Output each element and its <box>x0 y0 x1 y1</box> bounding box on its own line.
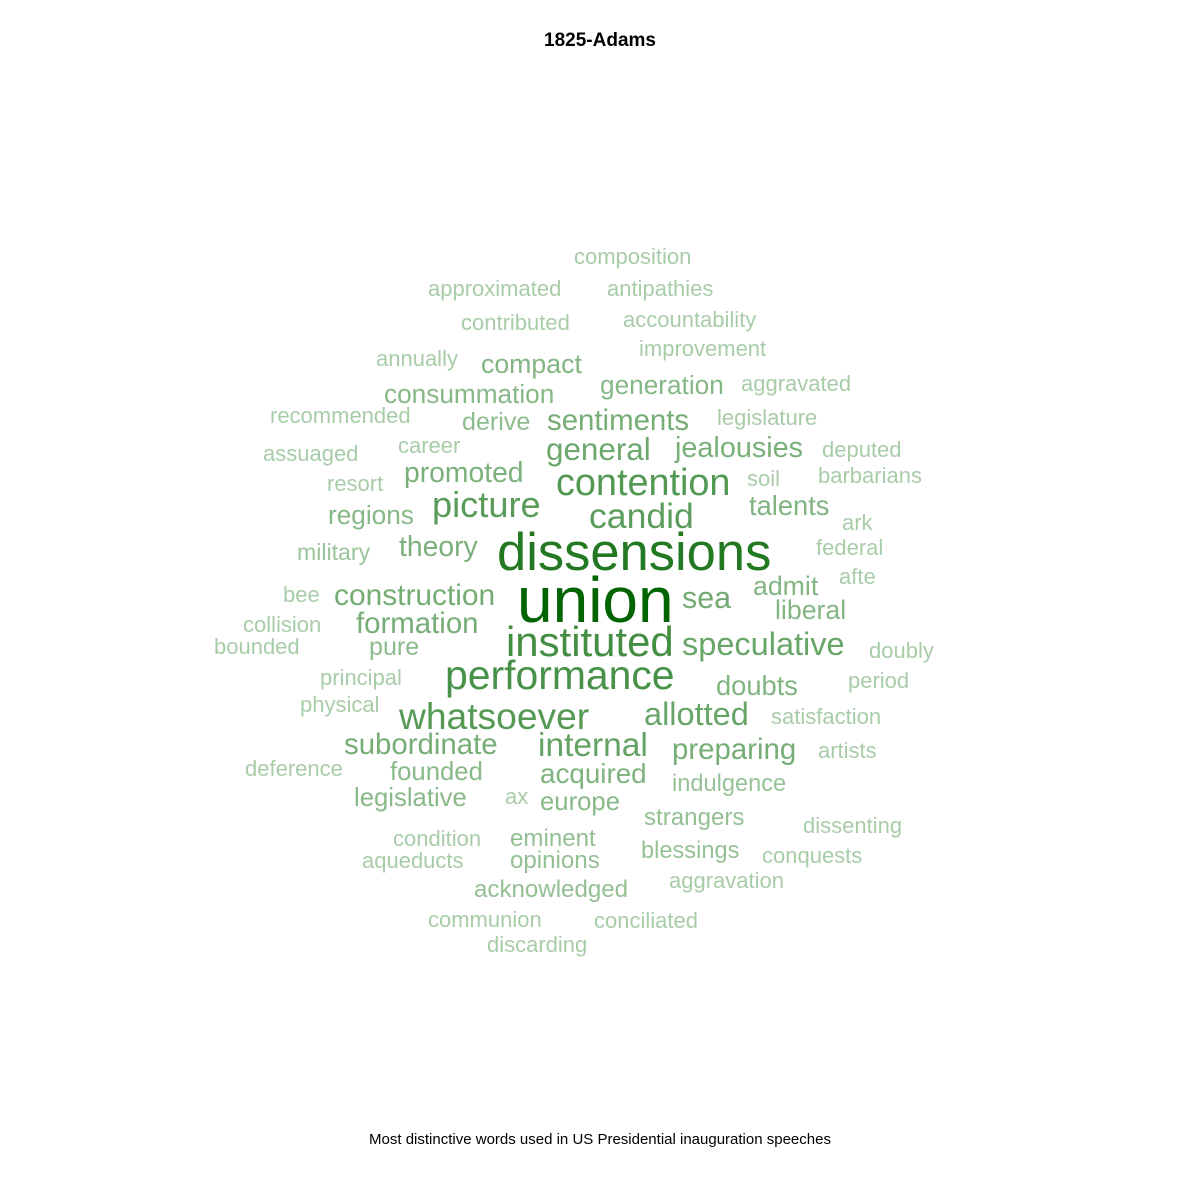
word-federal: federal <box>816 534 884 560</box>
word-construction: construction <box>334 578 496 612</box>
word-physical: physical <box>300 691 380 717</box>
word-talents: talents <box>749 490 830 521</box>
word-union: union <box>517 563 674 636</box>
word-annually: annually <box>376 345 458 371</box>
word-promoted: promoted <box>404 456 524 489</box>
word-legislature: legislature <box>717 404 818 430</box>
word-derive: derive <box>462 408 531 437</box>
word-assuaged: assuaged <box>263 440 359 466</box>
word-bee: bee <box>283 581 320 607</box>
word-resort: resort <box>327 470 384 496</box>
word-principal: principal <box>320 664 402 690</box>
word-soil: soil <box>747 465 781 491</box>
word-period: period <box>848 667 910 693</box>
word-acknowledged: acknowledged <box>474 875 629 903</box>
word-speculative: speculative <box>682 626 845 663</box>
word-approximated: approximated <box>428 275 562 301</box>
word-dissenting: dissenting <box>803 812 903 838</box>
word-composition: composition <box>574 243 692 269</box>
word-afte: afte <box>839 563 876 589</box>
word-general: general <box>546 431 651 467</box>
word-subordinate: subordinate <box>344 727 498 761</box>
word-strangers: strangers <box>644 803 745 831</box>
word-aggravation: aggravation <box>669 867 784 893</box>
word-acquired: acquired <box>540 757 647 789</box>
chart-caption: Most distinctive words used in US Presid… <box>369 1131 831 1148</box>
chart-title: 1825-Adams <box>544 30 656 51</box>
word-barbarians: barbarians <box>818 462 922 488</box>
word-conquests: conquests <box>762 842 863 868</box>
word-bounded: bounded <box>214 633 300 659</box>
word-doubly: doubly <box>869 637 934 663</box>
word-legislative: legislative <box>354 783 467 812</box>
word-theory: theory <box>399 530 478 563</box>
word-communion: communion <box>428 906 542 932</box>
word-blessings: blessings <box>641 838 740 864</box>
word-regions: regions <box>328 499 414 530</box>
word-deputed: deputed <box>822 436 902 462</box>
word-founded: founded <box>390 757 483 786</box>
word-recommended: recommended <box>270 402 411 428</box>
word-liberal: liberal <box>775 595 847 626</box>
word-consummation: consummation <box>384 378 555 409</box>
word-candid: candid <box>589 496 694 537</box>
word-contributed: contributed <box>461 309 570 335</box>
word-career: career <box>398 432 461 458</box>
word-formation: formation <box>356 606 479 640</box>
word-pure: pure <box>369 633 420 662</box>
word-performance: performance <box>445 651 675 698</box>
word-generation: generation <box>600 369 724 400</box>
word-europe: europe <box>540 787 620 816</box>
word-instituted: instituted <box>506 617 674 665</box>
word-artists: artists <box>818 737 877 763</box>
word-deference: deference <box>245 755 343 781</box>
word-picture: picture <box>432 484 541 526</box>
word-antipathies: antipathies <box>607 275 714 301</box>
word-condition: condition <box>393 825 482 851</box>
word-accountability: accountability <box>623 306 757 332</box>
word-opinions: opinions <box>510 846 600 874</box>
word-preparing: preparing <box>672 732 797 766</box>
word-eminent: eminent <box>510 824 596 852</box>
word-admit: admit <box>753 571 819 602</box>
word-aqueducts: aqueducts <box>362 847 464 873</box>
word-discarding: discarding <box>487 931 588 957</box>
word-satisfaction: satisfaction <box>771 703 882 729</box>
word-internal: internal <box>538 726 648 764</box>
word-conciliated: conciliated <box>594 907 698 933</box>
word-doubts: doubts <box>716 670 798 701</box>
word-sentiments: sentiments <box>547 403 690 437</box>
word-ark: ark <box>842 509 873 535</box>
word-dissensions: dissensions <box>497 523 772 583</box>
word-compact: compact <box>481 349 582 380</box>
word-military: military <box>297 539 371 566</box>
word-improvement: improvement <box>639 335 767 361</box>
word-sea: sea <box>682 581 731 616</box>
word-ax: ax <box>505 783 529 809</box>
word-collision: collision <box>243 611 322 637</box>
word-contention: contention <box>556 462 731 505</box>
word-whatsoever: whatsoever <box>399 694 590 737</box>
word-aggravated: aggravated <box>741 370 852 396</box>
word-indulgence: indulgence <box>672 771 787 797</box>
word-jealousies: jealousies <box>675 432 804 465</box>
word-allotted: allotted <box>644 696 749 733</box>
